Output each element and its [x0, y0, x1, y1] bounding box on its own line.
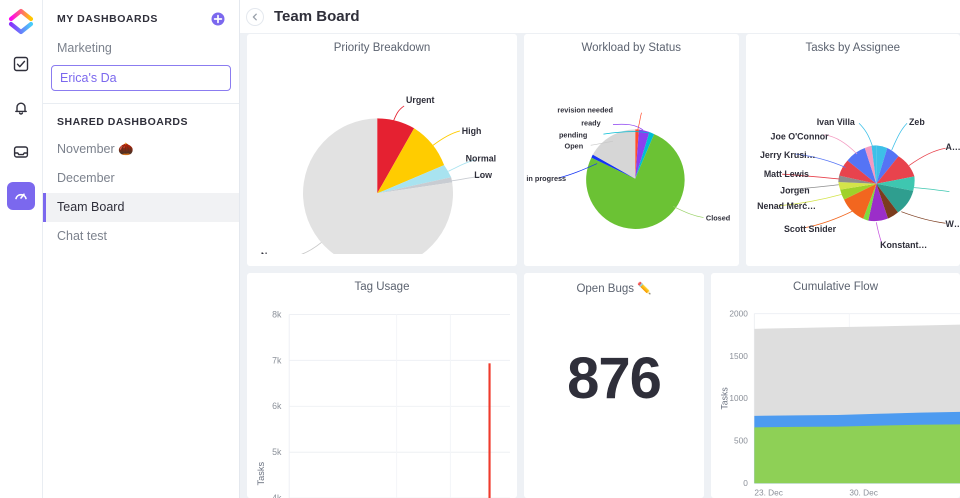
flow-xtick-1: 30. Dec	[849, 487, 878, 497]
cumulative-flow-chart: 2000 1500 1000 500 0 Tasks 23. Dec 30. D…	[720, 308, 960, 497]
top-charts-row: Workload by Status	[524, 34, 960, 266]
tag-ytick-3: 5k	[272, 447, 282, 457]
tag-ytick-4: 4k	[272, 493, 282, 498]
assignee-pie-chart: Ivan Villa Joe O'Connor Jerry Krusi… Mat…	[757, 117, 960, 250]
open-bugs-value: 876	[567, 346, 662, 411]
sidebar-item-november[interactable]: November 🌰	[43, 135, 239, 164]
tag-ytick-1: 7k	[272, 355, 282, 365]
assignee-label-matt-lewis: Matt Lewis	[763, 169, 808, 179]
pie-slice-open	[592, 129, 636, 179]
pie-label-urgent: Urgent	[406, 95, 435, 105]
sidebar-item-label: Team Board	[57, 200, 125, 214]
assignee-label-joe-oconnor: Joe O'Connor	[770, 132, 829, 142]
pie-slice-none	[303, 118, 453, 254]
pie-slice-in-progress	[591, 154, 636, 179]
flow-ytick-2: 1000	[729, 393, 748, 403]
assignee-label-a: A…	[945, 142, 960, 152]
pie-slice-urgent	[377, 118, 415, 194]
card-title: Workload by Status	[581, 42, 681, 54]
pie-slice-ready	[635, 129, 650, 179]
assignee-pie-slices	[837, 145, 915, 222]
assignee-label-scott-snider: Scott Snider	[784, 224, 837, 234]
pie-label-ready: ready	[581, 118, 601, 127]
flow-ytick-0: 2000	[729, 308, 748, 318]
sidebar-item-label: Chat test	[57, 229, 108, 243]
pie-label-open: Open	[565, 141, 584, 150]
assignee-label-konstant: Konstant…	[880, 240, 927, 250]
collapse-sidebar-button[interactable]	[246, 7, 264, 26]
pie-slice-normal	[377, 165, 452, 194]
card-tasks-by-assignee[interactable]: Tasks by Assignee	[745, 34, 960, 266]
dashboard-grid: Priority Breakdown Urgent High	[240, 34, 960, 498]
pie-label-in-progress: in progress	[526, 174, 566, 183]
page-header: Team Board	[240, 0, 960, 34]
pie-label-revision-needed: revision needed	[557, 106, 613, 115]
workload-pie-chart: revision needed ready pending Open in pr…	[526, 106, 730, 229]
card-title: Tag Usage	[354, 281, 410, 293]
pie-slice-low	[377, 177, 453, 194]
pie-label-low: Low	[474, 170, 492, 180]
sidebar-item-label: Marketing	[57, 41, 112, 55]
tasks-icon[interactable]	[7, 50, 35, 78]
notifications-bell-icon[interactable]	[7, 94, 35, 122]
sidebar-divider	[43, 103, 239, 104]
card-tag-usage[interactable]: Tag Usage 8k 7k 6k 5k 4k Tasks	[247, 273, 517, 498]
flow-ytick-4: 0	[743, 478, 748, 488]
sidebar-item-team-board[interactable]: Team Board	[43, 193, 239, 222]
assignee-label-zeb: Zeb	[909, 117, 925, 127]
card-cumulative-flow[interactable]: Cumulative Flow 2000 1500	[711, 273, 960, 498]
card-open-bugs[interactable]: Open Bugs ✏️ 876	[524, 273, 704, 498]
my-dashboards-header: MY DASHBOARDS	[43, 0, 239, 34]
icon-rail	[0, 0, 43, 498]
dashboard-name-input[interactable]	[51, 65, 231, 91]
flow-xtick-0: 23. Dec	[754, 487, 783, 497]
page-title: Team Board	[274, 8, 360, 25]
flow-area-closed	[754, 424, 960, 484]
tag-usage-ylabel: Tasks	[256, 461, 266, 485]
priority-pie-chart: Urgent High Normal Low None	[261, 95, 496, 254]
flow-ylabel: Tasks	[720, 387, 730, 410]
sidebar-item-label: November 🌰	[57, 142, 134, 156]
pie-slice-revision-needed	[635, 129, 639, 179]
card-title: Tasks by Assignee	[805, 42, 901, 54]
pie-slice-pending	[635, 131, 655, 179]
tag-usage-chart: 8k 7k 6k 5k 4k Tasks	[256, 309, 510, 498]
card-workload-by-status[interactable]: Workload by Status	[524, 34, 739, 266]
dashboards-icon[interactable]	[7, 182, 35, 210]
dashboards-sidebar: MY DASHBOARDS Marketing SHARED DASHBOARD…	[43, 0, 240, 498]
flow-ytick-1: 1500	[729, 351, 748, 361]
assignee-label-w: W…	[945, 219, 960, 229]
sidebar-item-december[interactable]: December	[43, 164, 239, 193]
main-area: Team Board Priority Breakdown	[240, 0, 960, 498]
card-title: Open Bugs ✏️	[576, 283, 652, 295]
tag-ytick-0: 8k	[272, 309, 282, 319]
assignee-label-jerry-krusi: Jerry Krusi…	[759, 150, 814, 160]
card-title: Priority Breakdown	[333, 42, 431, 54]
assignee-label-ivan-villa: Ivan Villa	[816, 117, 854, 127]
add-dashboard-icon[interactable]	[211, 12, 225, 26]
pie-slice-closed	[586, 134, 685, 229]
sidebar-item-chat-test[interactable]: Chat test	[43, 222, 239, 251]
tag-usage-bar	[488, 363, 491, 498]
pie-slice-high	[377, 128, 445, 194]
pie-label-closed: Closed	[706, 214, 730, 223]
flow-ytick-3: 500	[734, 436, 748, 446]
clickup-logo[interactable]	[6, 6, 36, 36]
dashboard-rename-wrap	[43, 63, 239, 95]
shared-dashboards-title: SHARED DASHBOARDS	[57, 116, 189, 128]
assignee-label-nenad-merc: Nenad Merć…	[757, 201, 816, 211]
sidebar-item-label: December	[57, 171, 115, 185]
my-dashboards-title: MY DASHBOARDS	[57, 13, 158, 25]
pie-label-high: High	[462, 126, 482, 136]
card-priority-breakdown[interactable]: Priority Breakdown Urgent High	[247, 34, 517, 266]
pie-label-pending: pending	[559, 130, 587, 139]
card-title: Cumulative Flow	[793, 281, 878, 293]
pie-label-none: None	[261, 251, 283, 254]
inbox-icon[interactable]	[7, 138, 35, 166]
tag-ytick-2: 6k	[272, 401, 282, 411]
pie-label-normal: Normal	[466, 154, 496, 164]
assignee-label-jorgen: Jorgen	[780, 185, 809, 195]
sidebar-item-marketing[interactable]: Marketing	[43, 34, 239, 63]
